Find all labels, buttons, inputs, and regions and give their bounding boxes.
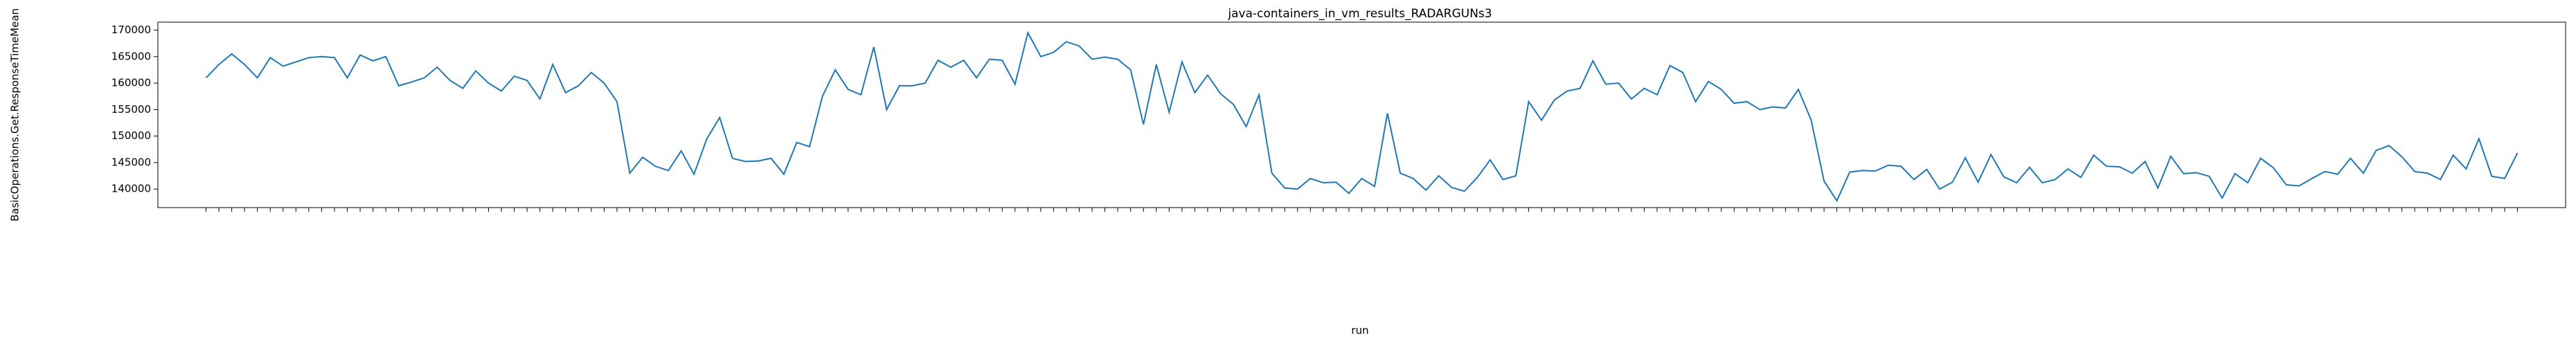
- y-tick-label: 155000: [111, 103, 151, 116]
- plot-frame: [157, 21, 2566, 208]
- y-tick-label: 165000: [111, 50, 151, 62]
- x-axis-label: run: [1351, 325, 1368, 337]
- y-tick-label: 145000: [111, 156, 151, 168]
- y-tick-label: 160000: [111, 77, 151, 89]
- y-tick-label: 150000: [111, 129, 151, 142]
- y-tick-label: 140000: [111, 183, 151, 195]
- y-tick-label: 170000: [111, 24, 151, 36]
- data-line: [205, 30, 2519, 203]
- y-axis-label: BasicOperations.Get.ResponseTimeMean: [9, 8, 21, 221]
- chart-title: java-containers_in_vm_results_RADARGUNs3: [1227, 7, 1492, 21]
